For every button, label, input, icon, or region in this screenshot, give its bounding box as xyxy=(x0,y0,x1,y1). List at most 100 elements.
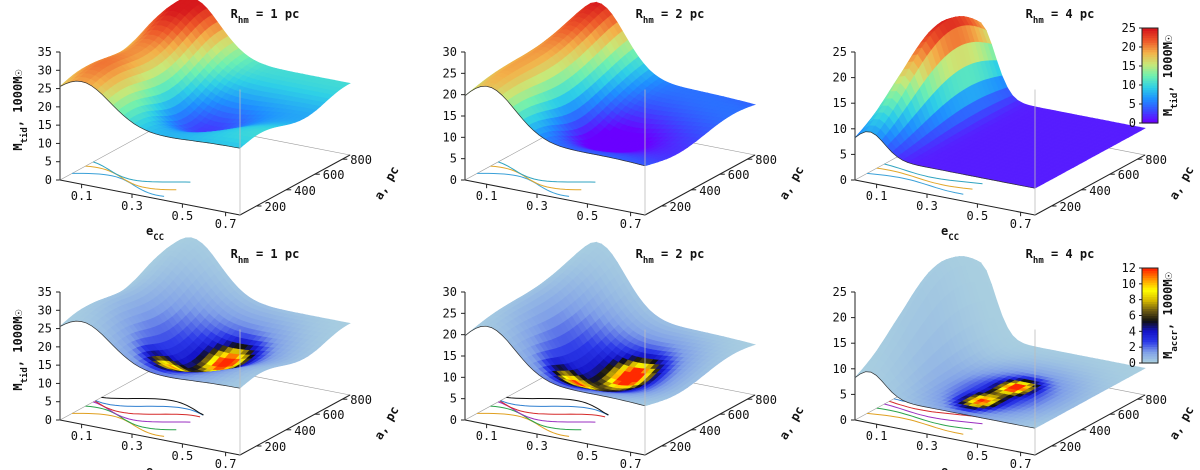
z-tick-label: 30 xyxy=(38,63,52,77)
z-tick-label: 25 xyxy=(443,306,457,320)
surface-front-edge xyxy=(464,85,646,167)
contour-line xyxy=(867,172,964,195)
colorbar-tick-label: 0 xyxy=(1129,116,1136,130)
z-axis: 0 5 10 15 20 25 xyxy=(833,45,856,187)
y-tick-label: 600 xyxy=(728,408,750,422)
z-tick-label: 20 xyxy=(38,340,52,354)
x-tick-label: 0.7 xyxy=(215,217,237,231)
contour-line xyxy=(506,396,609,416)
y-tick-label: 800 xyxy=(350,153,372,167)
x-axis: 0.1 0.3 0.5 0.7 xyxy=(476,424,641,470)
x-tick-label: 0.3 xyxy=(916,199,938,213)
z-tick-label: 30 xyxy=(38,303,52,317)
colorbar: 0 5 10 15 20 25 Mtid, 1000M☉ xyxy=(1122,21,1180,130)
y-axis: 200 400 600 800 xyxy=(661,153,777,214)
y-tick-label: 800 xyxy=(755,393,777,407)
z-tick-label: 30 xyxy=(443,45,457,59)
colorbar-tick-label: 25 xyxy=(1122,21,1136,35)
z-tick-label: 5 xyxy=(840,147,847,161)
contour-line xyxy=(94,400,201,418)
colorbar-tick-label: 15 xyxy=(1122,59,1136,73)
z-tick-label: 20 xyxy=(833,71,847,85)
surface xyxy=(59,237,351,389)
x-tick-label: 0.1 xyxy=(71,189,93,203)
y-tick-label: 200 xyxy=(1060,200,1082,214)
colorbar-tick-label: 0 xyxy=(1129,356,1136,370)
z-tick-label: 15 xyxy=(38,118,52,132)
x-axis: 0.1 0.3 0.5 0.7 xyxy=(71,424,237,470)
y-axis-label: a, pc xyxy=(1166,404,1196,442)
contour-line xyxy=(884,163,983,185)
z-tick-label: 20 xyxy=(443,88,457,102)
surface-front-edge xyxy=(854,371,1036,429)
z-tick-label: 5 xyxy=(45,155,52,169)
z-axis-label: Mtid, 1000M☉ xyxy=(11,309,30,390)
panel-title: Rhm = 2 pc xyxy=(636,7,705,26)
panel-title: Rhm = 4 pc xyxy=(1026,7,1095,26)
floor-contours xyxy=(477,161,596,197)
x-tick-label: 0.3 xyxy=(121,439,143,453)
z-tick-label: 10 xyxy=(38,136,52,150)
y-tick-label: 600 xyxy=(323,408,345,422)
x-tick-label: 0.7 xyxy=(620,217,642,231)
z-tick-label: 10 xyxy=(38,376,52,390)
colorbar-tick-label: 20 xyxy=(1122,40,1136,54)
x-axis: 0.1 0.3 0.5 0.7 xyxy=(71,184,237,231)
y-axis-label: a, pc xyxy=(1166,164,1196,202)
y-tick-label: 800 xyxy=(350,393,372,407)
contour-line xyxy=(490,405,582,431)
surface-front-edge xyxy=(464,325,646,407)
z-tick-label: 35 xyxy=(38,285,52,299)
colorbar-tick-label: 10 xyxy=(1122,78,1136,92)
y-tick-label: 200 xyxy=(670,440,692,454)
y-tick-label: 600 xyxy=(1118,168,1140,182)
z-tick-label: 35 xyxy=(38,45,52,59)
y-tick-label: 200 xyxy=(1060,440,1082,454)
x-tick-label: 0.5 xyxy=(172,209,194,223)
x-tick-label: 0.3 xyxy=(121,199,143,213)
y-tick-label: 400 xyxy=(1089,184,1111,198)
floor-contours xyxy=(72,396,204,437)
x-axis-label: eCC xyxy=(941,464,959,470)
y-tick-label: 200 xyxy=(265,200,287,214)
z-tick-label: 10 xyxy=(443,130,457,144)
z-tick-label: 0 xyxy=(840,173,847,187)
contour-line xyxy=(93,161,191,183)
floor-contours xyxy=(477,396,609,437)
z-tick-label: 20 xyxy=(443,328,457,342)
y-tick-label: 600 xyxy=(323,168,345,182)
y-axis: 200 400 600 800 xyxy=(1051,393,1167,454)
x-tick-label: 0.7 xyxy=(1010,457,1032,470)
x-axis: 0.1 0.3 0.5 0.7 xyxy=(866,184,1031,231)
contour-line xyxy=(500,400,609,416)
y-axis: 200 400 600 800 xyxy=(256,153,372,214)
y-tick-label: 400 xyxy=(294,184,316,198)
colorbar-tick-label: 8 xyxy=(1129,293,1136,307)
z-tick-label: 15 xyxy=(443,109,457,123)
z-tick-label: 25 xyxy=(443,66,457,80)
surface xyxy=(854,16,1146,189)
surface-front-edge xyxy=(854,131,1036,189)
x-tick-label: 0.7 xyxy=(215,457,237,470)
z-tick-label: 25 xyxy=(38,82,52,96)
x-tick-label: 0.5 xyxy=(967,209,989,223)
z-tick-label: 10 xyxy=(443,370,457,384)
contour-line xyxy=(876,167,973,190)
floor-contours xyxy=(72,161,191,197)
y-tick-label: 800 xyxy=(1145,153,1167,167)
y-tick-label: 400 xyxy=(294,424,316,438)
x-axis-label: eCC xyxy=(146,464,164,470)
panel-title: Rhm = 4 pc xyxy=(1026,247,1095,266)
z-tick-label: 10 xyxy=(833,362,847,376)
surface xyxy=(854,256,1146,429)
z-tick-label: 5 xyxy=(45,395,52,409)
z-tick-label: 20 xyxy=(833,311,847,325)
z-tick-label: 15 xyxy=(443,349,457,363)
y-tick-label: 800 xyxy=(1145,393,1167,407)
contour-line xyxy=(490,165,582,191)
